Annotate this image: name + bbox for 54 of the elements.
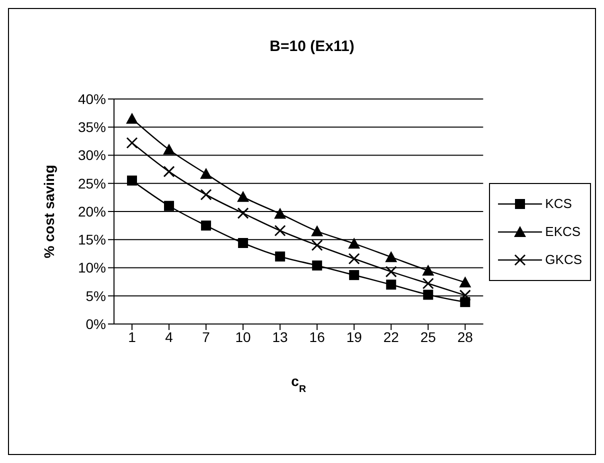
point xyxy=(312,260,322,270)
point xyxy=(422,278,434,290)
y-tick-label: 15% xyxy=(78,232,106,248)
point xyxy=(275,252,286,262)
x-tick-label: 19 xyxy=(346,328,362,345)
chart-title: B=10 (Ex11) xyxy=(270,38,354,55)
y-tick-label: 25% xyxy=(78,175,106,192)
x-tick-label: 22 xyxy=(383,328,400,345)
point xyxy=(237,207,249,219)
y-tick-label: 35% xyxy=(78,119,106,136)
point xyxy=(386,280,396,290)
point xyxy=(349,270,360,280)
point xyxy=(163,144,176,155)
point xyxy=(200,168,212,179)
point xyxy=(423,290,434,300)
point xyxy=(127,176,137,186)
point xyxy=(237,190,250,202)
point xyxy=(459,276,472,288)
point xyxy=(163,166,175,178)
y-tick-label: 30% xyxy=(78,147,106,164)
point xyxy=(274,208,286,219)
point xyxy=(126,137,138,149)
x-tick-label: 13 xyxy=(272,328,288,345)
x-tick-label: 1 xyxy=(128,328,136,345)
x-tick-label: 16 xyxy=(309,328,326,345)
point xyxy=(459,290,471,302)
legend-label: EKCS xyxy=(545,224,581,239)
point xyxy=(422,264,434,276)
point xyxy=(200,188,212,200)
x-tick-label: 28 xyxy=(457,328,474,345)
point xyxy=(348,238,360,249)
point xyxy=(348,253,360,264)
x-tick-label: 4 xyxy=(165,328,174,345)
y-tick-label: 0% xyxy=(86,316,106,332)
point xyxy=(385,251,398,262)
point xyxy=(238,238,248,248)
y-tick-label: 40% xyxy=(78,90,106,107)
y-tick-label: 5% xyxy=(86,288,106,304)
x-axis-title: c$_{R}$ xyxy=(291,373,306,394)
y-tick-label: 20% xyxy=(78,203,106,220)
point xyxy=(201,220,212,231)
legend-label: KCS xyxy=(545,196,572,211)
point xyxy=(311,225,324,236)
x-tick-label: 10 xyxy=(235,328,252,345)
point xyxy=(385,266,397,278)
point xyxy=(274,224,286,236)
legend-label: GKCS xyxy=(545,252,582,267)
y-axis-title: % cost saving xyxy=(41,164,57,258)
y-tick-label: 10% xyxy=(78,260,106,276)
point xyxy=(311,240,323,251)
x-tick-label: 25 xyxy=(420,328,436,345)
point xyxy=(164,200,174,211)
point xyxy=(126,112,138,124)
x-tick-label: 7 xyxy=(202,328,210,345)
